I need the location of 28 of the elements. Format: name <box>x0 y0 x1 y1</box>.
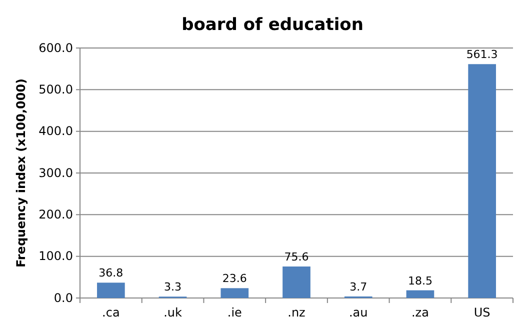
x-tick-label: .au <box>348 306 368 320</box>
bar <box>97 282 125 298</box>
bar <box>406 290 434 298</box>
bar <box>468 64 496 298</box>
y-tick-label: 100.0 <box>38 249 73 264</box>
y-tick-label: 300.0 <box>38 166 73 180</box>
data-label: 36.8 <box>98 266 124 280</box>
x-tick-label: US <box>474 306 490 320</box>
y-tick-label: 600.0 <box>38 40 73 55</box>
chart-title: board of education <box>182 15 364 35</box>
data-label: 18.5 <box>408 274 432 288</box>
data-label: 75.6 <box>284 250 309 264</box>
x-tick-label: .ca <box>102 306 120 320</box>
y-tick-label: 400.0 <box>38 124 73 138</box>
data-label: 3.7 <box>350 280 368 294</box>
data-label: 3.3 <box>164 280 182 294</box>
y-tick-label: 500.0 <box>38 82 73 97</box>
bar <box>220 288 249 298</box>
x-tick-label: .nz <box>288 306 306 320</box>
bar <box>282 266 310 298</box>
x-tick-label: .za <box>411 306 429 320</box>
y-tick-label: 0.0 <box>54 290 73 305</box>
x-tick-label: .ie <box>227 306 242 320</box>
y-tick-label: 200.0 <box>38 208 73 222</box>
y-axis-title: Frequency index (x100,000) <box>14 78 28 268</box>
data-label: 561.3 <box>466 48 498 62</box>
x-tick-label: .uk <box>164 306 182 320</box>
data-label: 23.6 <box>222 272 247 286</box>
